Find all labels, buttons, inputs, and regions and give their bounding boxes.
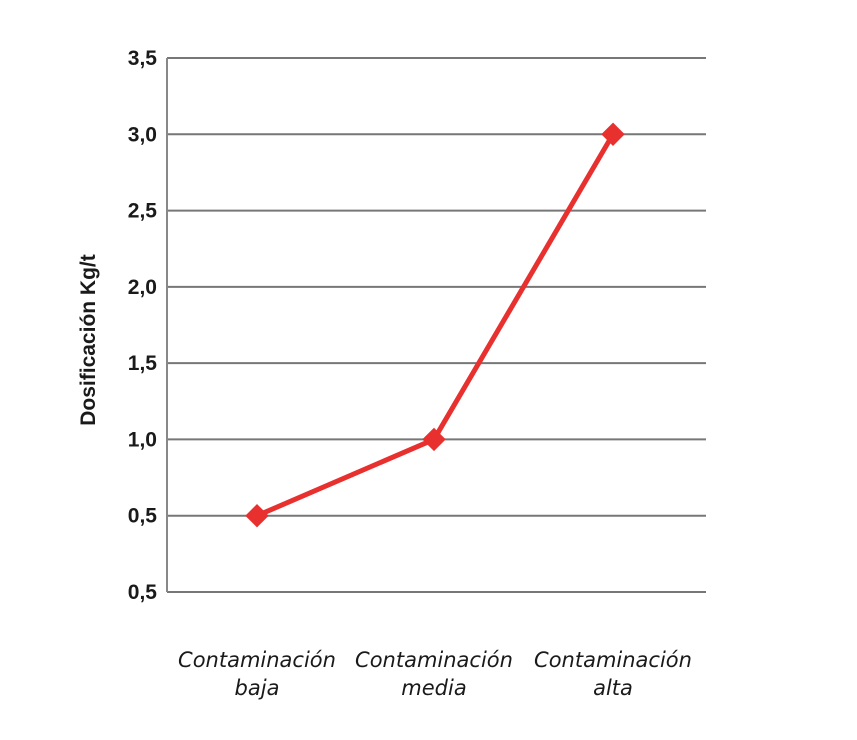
y-tick-label: 2,5 [128,200,158,223]
y-tick-label: 2,0 [128,276,157,299]
y-tick-label: 3,0 [128,123,157,146]
x-category-label: Contaminación media [355,648,513,700]
series-group [245,122,625,528]
series-line [254,131,616,519]
y-axis-ticks: 0,5 0,5 1,0 1,5 2,0 2,5 3,0 3,5 [128,47,158,604]
data-point-marker [245,504,269,528]
data-point-marker [601,122,625,146]
y-tick-label: 0,5 [128,581,158,604]
y-tick-label: 1,5 [128,352,158,375]
y-tick-label: 0,5 [128,505,158,528]
y-axis-title: Dosificación Kg/t [77,254,100,426]
x-category-label: Contaminación alta [534,648,692,700]
gridlines [167,57,706,593]
data-point-marker [422,427,446,452]
y-tick-label: 3,5 [128,47,158,70]
x-category-label: Contaminación baja [178,648,336,700]
x-axis-categories: Contaminación baja Contaminación media Conta… [178,648,692,700]
y-tick-label: 1,0 [128,428,157,451]
